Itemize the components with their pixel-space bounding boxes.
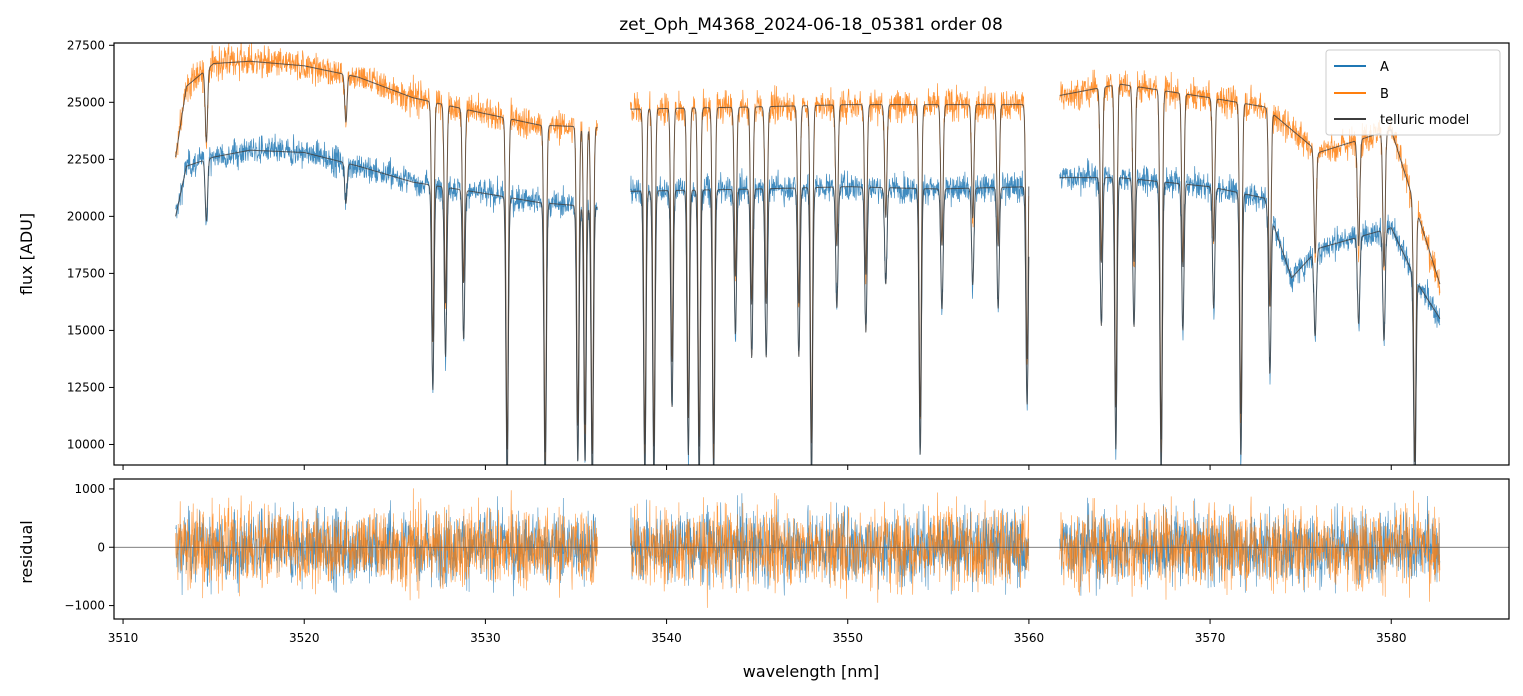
series-a-line xyxy=(175,133,598,465)
flux-y-tick-label: 15000 xyxy=(67,323,105,337)
legend: A B telluric model xyxy=(1325,49,1501,136)
residual-y-ticks: −1000 0 1000 xyxy=(64,482,114,613)
telluric-model-a-line xyxy=(175,149,598,465)
flux-x-ticks xyxy=(122,465,1392,470)
telluric-model-b-line xyxy=(175,60,598,454)
flux-y-tick-label: 20000 xyxy=(67,209,105,223)
flux-series-group xyxy=(175,43,1441,465)
flux-axes-frame xyxy=(113,42,1510,466)
legend-box xyxy=(1325,49,1501,136)
legend-label-a: A xyxy=(1380,60,1389,75)
flux-panel: 10000 12500 15000 17500 20000 22500 25000 27500… xyxy=(17,38,1510,470)
flux-y-tick-label: 22500 xyxy=(67,152,105,166)
x-tick-label: 3510 xyxy=(108,631,139,645)
flux-y-tick-label: 12500 xyxy=(67,380,105,394)
residual-y-axis-label: residual xyxy=(17,520,36,583)
legend-label-b: B xyxy=(1380,87,1389,102)
flux-y-tick-label: 10000 xyxy=(67,437,105,451)
series-a-line xyxy=(1059,158,1441,465)
residual-x-ticks: 3510 3520 3530 3540 3550 3560 3570 3580 xyxy=(108,619,1407,645)
residual-y-tick-label: 0 xyxy=(97,540,105,554)
flux-y-tick-label: 27500 xyxy=(67,38,105,52)
x-tick-label: 3570 xyxy=(1195,631,1226,645)
x-tick-label: 3580 xyxy=(1376,631,1407,645)
x-tick-label: 3530 xyxy=(470,631,501,645)
chart-title: zet_Oph_M4368_2024-06-18_05381 order 08 xyxy=(619,15,1003,35)
residual-b-line xyxy=(630,492,1030,608)
residual-y-tick-label: −1000 xyxy=(64,599,105,613)
x-axis-label: wavelength [nm] xyxy=(743,662,880,681)
x-tick-label: 3540 xyxy=(651,631,682,645)
x-tick-label: 3520 xyxy=(289,631,320,645)
series-b-line xyxy=(1059,69,1441,462)
telluric-model-b-line xyxy=(630,104,1030,447)
flux-y-tick-label: 17500 xyxy=(67,266,105,280)
x-tick-label: 3550 xyxy=(832,631,863,645)
flux-y-axis-label: flux [ADU] xyxy=(17,213,36,295)
residual-b-line xyxy=(1059,490,1441,602)
telluric-model-a-line xyxy=(1059,177,1441,465)
residual-y-tick-label: 1000 xyxy=(74,482,105,496)
residual-series-group xyxy=(175,488,1441,608)
residual-b-line xyxy=(175,488,598,601)
flux-y-ticks: 10000 12500 15000 17500 20000 22500 25000 27500 xyxy=(67,38,114,451)
x-tick-label: 3560 xyxy=(1014,631,1045,645)
series-b-line xyxy=(175,43,598,462)
flux-y-tick-label: 25000 xyxy=(67,95,105,109)
legend-label-model: telluric model xyxy=(1380,113,1469,128)
residual-axes-frame xyxy=(113,478,1510,620)
telluric-model-a-line xyxy=(630,186,1030,465)
